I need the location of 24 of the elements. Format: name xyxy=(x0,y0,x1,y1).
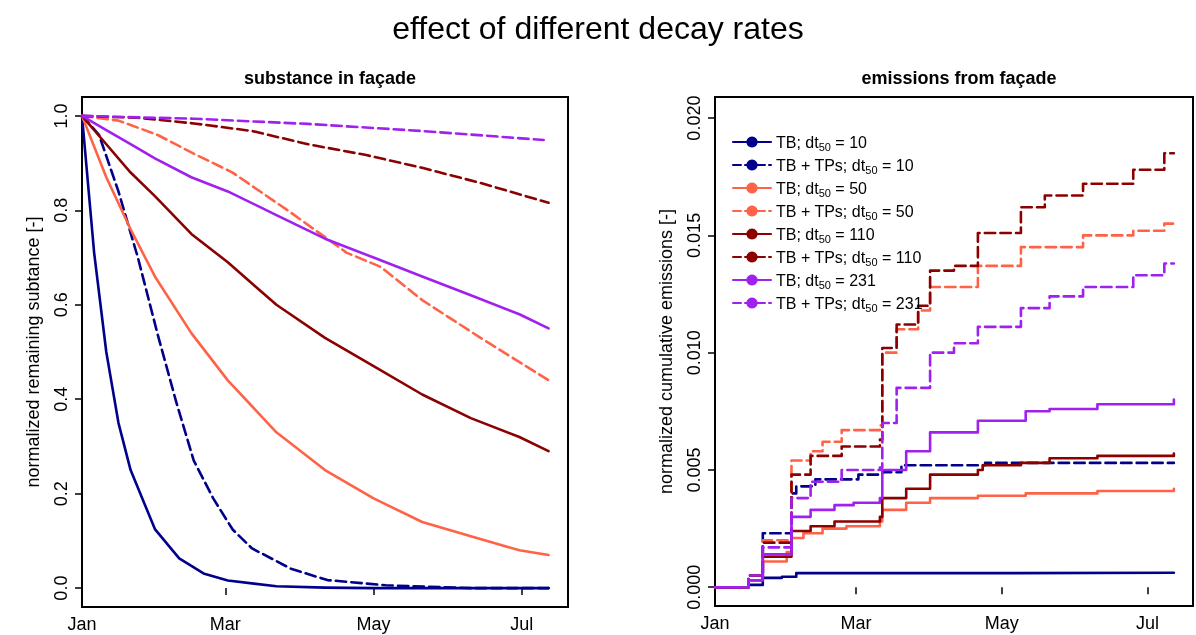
x-tick-label: Jul xyxy=(510,614,534,634)
x-tick-label: May xyxy=(356,614,391,634)
chart-title: substance in façade xyxy=(243,68,417,88)
y-tick-label: 0.020 xyxy=(684,95,704,141)
x-tick-label: Mar xyxy=(840,613,872,633)
x-tick-label: Jan xyxy=(700,613,730,633)
y-axis-title: normalized cumulative emissions [-] xyxy=(656,208,676,495)
y-tick-label: 0.2 xyxy=(51,481,71,507)
y-tick-label: 0.005 xyxy=(684,447,704,493)
y-tick-label: 0.000 xyxy=(684,564,704,610)
text: effect of different decay rates xyxy=(391,10,805,47)
y-tick-label: 0.015 xyxy=(684,212,704,258)
x-tick-label: Jan xyxy=(67,614,97,634)
y-axis-title: normalized remaining subtance [-] xyxy=(23,216,43,488)
chart-title: emissions from façade xyxy=(861,68,1057,88)
x-tick-label: May xyxy=(984,613,1019,633)
y-tick-label: 0.8 xyxy=(51,197,71,223)
x-tick-label: Jul xyxy=(1136,613,1160,633)
x-tick-label: Mar xyxy=(209,614,241,634)
y-tick-label: 1.0 xyxy=(51,103,71,129)
y-tick-label: 0.0 xyxy=(51,575,71,601)
y-tick-label: 0.6 xyxy=(51,292,71,318)
y-tick-label: 0.010 xyxy=(684,330,704,376)
y-tick-label: 0.4 xyxy=(51,386,71,412)
